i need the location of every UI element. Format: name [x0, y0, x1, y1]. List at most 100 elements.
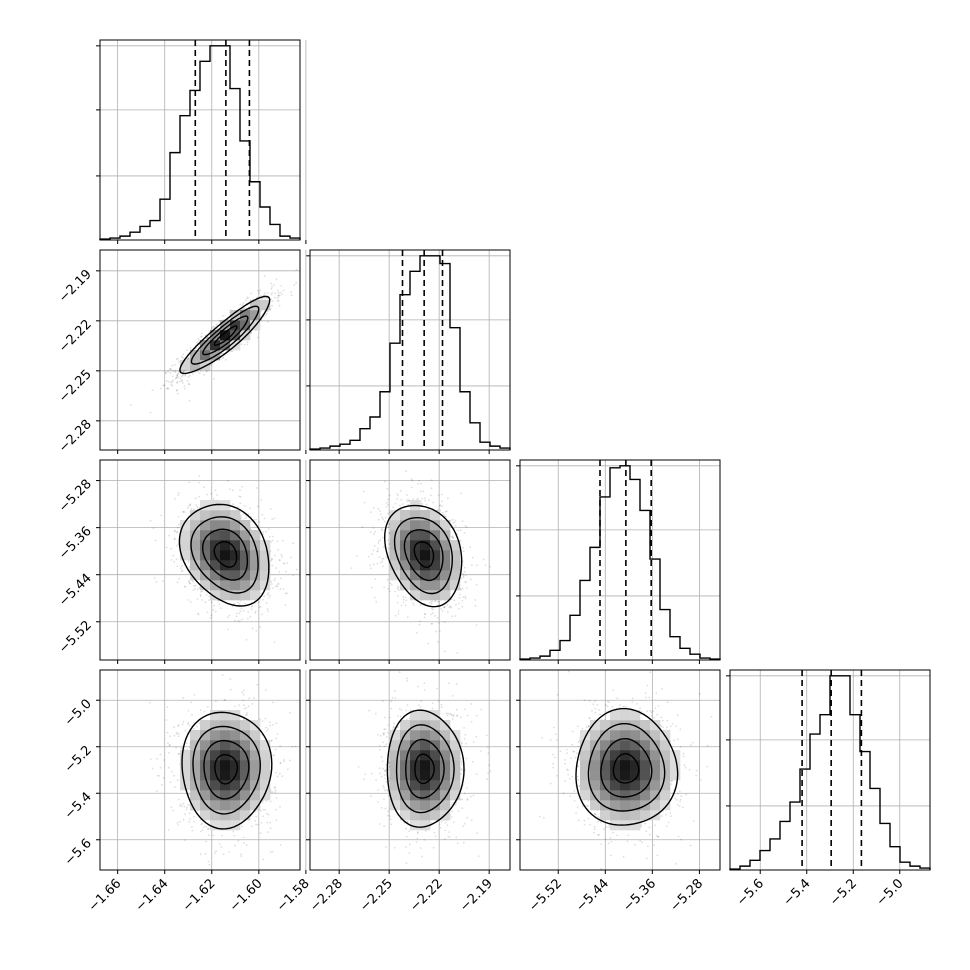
scatter-point: [188, 383, 191, 386]
density-cell: [210, 570, 221, 581]
density-cell: [240, 580, 251, 591]
x-tick-label: −1.58: [274, 876, 313, 915]
scatter-point: [387, 498, 390, 501]
scatter-point: [233, 602, 236, 605]
density-cell: [240, 560, 251, 571]
scatter-point: [449, 605, 452, 608]
scatter-point: [271, 518, 274, 521]
scatter-point: [462, 596, 465, 598]
scatter-point: [276, 585, 279, 588]
scatter-point: [212, 609, 215, 611]
scatter-point: [276, 299, 279, 302]
scatter-point: [270, 508, 272, 510]
scatter-point: [228, 851, 231, 853]
scatter-point: [377, 507, 380, 510]
scatter-point: [444, 515, 447, 517]
scatter-point: [181, 569, 184, 572]
scatter-point: [196, 505, 199, 508]
scatter-point: [249, 507, 251, 510]
scatter-point: [273, 517, 276, 520]
density-cell: [240, 570, 251, 581]
scatter-point: [405, 500, 408, 503]
scatter-point: [272, 535, 274, 538]
scatter-point: [459, 588, 462, 590]
scatter-point: [280, 553, 283, 556]
density-cell: [430, 550, 441, 561]
scatter-point: [196, 598, 199, 601]
pair-body: [350, 470, 491, 654]
pair-panel-1-2: [306, 459, 511, 664]
scatter-point: [197, 338, 200, 340]
scatter-point: [172, 554, 175, 557]
scatter-point: [167, 370, 169, 373]
scatter-point: [277, 582, 280, 585]
scatter-point: [417, 482, 420, 485]
scatter-point: [271, 850, 274, 853]
scatter-point: [250, 332, 253, 334]
scatter-point: [239, 610, 242, 613]
scatter-point: [169, 372, 172, 375]
scatter-point: [432, 608, 434, 611]
scatter-point: [165, 546, 168, 549]
x-tick-label: −1.66: [86, 876, 125, 915]
scatter-point: [198, 339, 201, 342]
scatter-point: [227, 628, 229, 631]
scatter-point: [388, 590, 391, 593]
scatter-point: [286, 562, 289, 564]
scatter-point: [375, 600, 378, 603]
scatter-point: [424, 497, 426, 500]
scatter-point: [381, 516, 383, 518]
scatter-point: [471, 556, 474, 559]
scatter-point: [374, 578, 377, 580]
scatter-point: [462, 576, 465, 579]
scatter-point: [211, 326, 214, 329]
scatter-point: [177, 494, 180, 497]
scatter-point: [432, 501, 434, 504]
density-cell: [440, 590, 451, 601]
scatter-point: [153, 577, 156, 579]
scatter-point: [370, 567, 372, 570]
scatter-point: [165, 372, 168, 375]
scatter-point: [424, 613, 426, 615]
scatter-point: [471, 564, 473, 566]
scatter-point: [369, 511, 372, 513]
scatter-point: [396, 588, 399, 590]
scatter-point: [277, 296, 279, 299]
density-cell: [230, 330, 241, 341]
scatter-point: [243, 704, 245, 707]
density-cell: [230, 570, 241, 581]
scatter-point: [277, 299, 280, 302]
scatter-point: [388, 511, 391, 514]
scatter-point: [219, 607, 222, 610]
density-cell: [440, 520, 451, 531]
scatter-point: [388, 532, 391, 534]
scatter-point: [160, 387, 162, 390]
scatter-point: [387, 525, 390, 528]
density-cell: [260, 550, 271, 561]
scatter-point: [198, 475, 201, 477]
scatter-point: [186, 506, 189, 509]
scatter-point: [178, 361, 180, 363]
scatter-point: [190, 601, 192, 603]
scatter-point: [260, 499, 263, 501]
density-cell: [430, 570, 441, 581]
scatter-point: [184, 586, 187, 588]
scatter-point: [258, 291, 261, 294]
scatter-point: [427, 508, 429, 511]
density-cell: [420, 530, 431, 541]
scatter-point: [234, 844, 236, 847]
scatter-point: [373, 544, 376, 547]
scatter-point: [386, 578, 389, 581]
density-cell: [400, 580, 411, 591]
scatter-point: [170, 381, 173, 384]
density-cell: [220, 530, 231, 541]
scatter-point: [465, 526, 468, 528]
scatter-point: [172, 370, 175, 372]
scatter-point: [230, 688, 232, 691]
scatter-point: [156, 757, 159, 760]
scatter-point: [242, 308, 245, 311]
scatter-point: [184, 387, 186, 390]
scatter-point: [204, 852, 207, 855]
scatter-point: [439, 504, 442, 507]
density-cell: [240, 520, 251, 531]
